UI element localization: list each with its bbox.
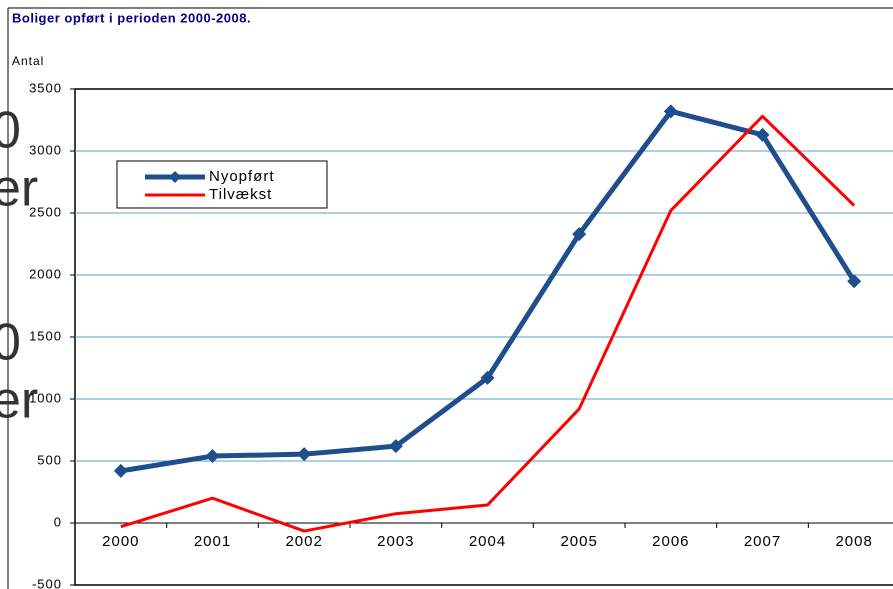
x-tick-label: 2001 bbox=[194, 533, 231, 550]
point-marker bbox=[847, 274, 862, 289]
legend-marker bbox=[169, 171, 181, 183]
x-tick-label: 2008 bbox=[835, 533, 872, 550]
point-marker bbox=[388, 439, 403, 454]
point-marker bbox=[113, 463, 128, 478]
point-marker bbox=[480, 370, 495, 385]
point-marker bbox=[663, 104, 678, 119]
legend-box bbox=[116, 160, 328, 209]
series-line bbox=[120, 114, 856, 533]
y-tick-label: 2000 bbox=[29, 266, 62, 281]
y-tick-label: 0 bbox=[54, 514, 62, 529]
y-tick-label: 2500 bbox=[29, 204, 62, 219]
x-tick-label: 2005 bbox=[560, 533, 597, 550]
point-marker bbox=[572, 227, 587, 242]
legend-label: Nyopført bbox=[209, 168, 275, 185]
y-tick-label: 500 bbox=[37, 452, 62, 467]
text-fragment: er bbox=[0, 372, 38, 430]
legend-label: Tilvækst bbox=[209, 186, 272, 203]
point-marker bbox=[297, 447, 312, 462]
y-tick-label: 1000 bbox=[29, 390, 62, 405]
y-tick-label: 1500 bbox=[29, 328, 62, 343]
point-marker bbox=[755, 127, 770, 142]
y-tick-label: 3000 bbox=[29, 142, 62, 157]
y-tick-label: -500 bbox=[32, 576, 62, 589]
x-tick-label: 2000 bbox=[102, 533, 139, 550]
y-tick-label: 3500 bbox=[29, 80, 62, 95]
x-tick-label: 2002 bbox=[285, 533, 322, 550]
x-tick-label: 2003 bbox=[377, 533, 414, 550]
text-fragment: 0 bbox=[0, 314, 21, 372]
point-marker bbox=[205, 449, 220, 464]
x-tick-label: 2006 bbox=[652, 533, 689, 550]
text-fragment: 0 bbox=[0, 102, 21, 160]
x-tick-label: 2004 bbox=[469, 533, 506, 550]
text-fragment: er bbox=[0, 160, 38, 218]
x-tick-label: 2007 bbox=[744, 533, 781, 550]
y-axis-label: Antal bbox=[12, 54, 44, 68]
chart-title: Boliger opført i perioden 2000-2008. bbox=[12, 10, 251, 25]
